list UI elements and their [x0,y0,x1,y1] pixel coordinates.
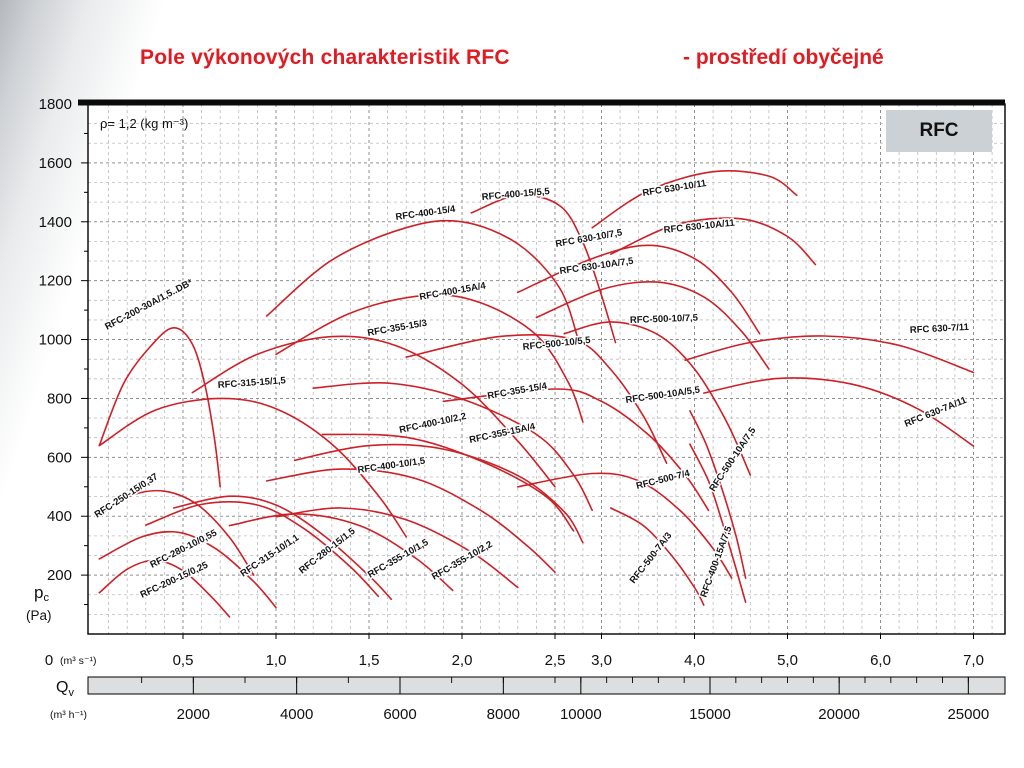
curve-RFC-500-10A/5,5 [442,388,710,512]
curve-RFC-355-10/1,5 [228,513,454,592]
x-tick-label-m3s: 0,5 [173,652,194,669]
plot-top-bar [78,99,1005,106]
rfc-series-badge: RFC [886,110,992,152]
curve-RFC-400-15A/7,5 [689,443,747,603]
curve-RFC 630-7A/11 [703,377,975,447]
x-tick-label-m3s: 4,0 [684,652,705,669]
curve-RFC-315-15/1,5 [98,397,407,538]
y-axis-title: pc [34,583,49,604]
x-tick-label-m3h: 6000 [383,706,416,723]
curve-RFC-400-15/5,5 [470,194,617,344]
curve-RFC-200-15/0,25 [98,559,231,618]
x-tick-label-m3h: 25000 [947,706,989,723]
curve-RFC-280-15/1,5 [172,495,393,601]
y-tick-label: 1800 [39,96,72,113]
y-axis-unit: (Pa) [26,608,52,623]
curve-RFC-355-15A/4 [321,433,575,532]
x-tick-label-m3h: 8000 [487,706,520,723]
curve-RFC 630-10/11 [591,170,798,229]
curve-RFC 630-7/11 [684,335,975,374]
curve-RFC-355-10/2,2 [275,507,519,589]
curve-RFC-400-15A/4 [275,294,584,423]
curve-RFC-500-10/7,5 [563,321,752,476]
y-tick-label: 1200 [39,273,72,290]
grid [88,104,1005,634]
air-density-label: ρ= 1,2 (kg m⁻³) [100,116,189,131]
qv-axis-title: Qv [56,679,74,699]
curve-RFC-355-15/3 [191,335,556,488]
curve-RFC-500-7A/3 [610,507,705,606]
curve-RFC-500-10/5,5 [405,334,668,464]
x-tick-label-m3s: 1,0 [266,652,287,669]
x-tick-label-m3h: 20000 [818,706,860,723]
curve-RFC-280-10/0,55 [98,530,277,609]
curve-RFC 630-10A/7,5 [535,281,770,370]
x-tick-label-m3s: 5,0 [777,652,798,669]
x-axis-unit-m3h: (m³ h⁻¹) [50,709,87,721]
y-tick-label: 800 [47,390,72,407]
x-tick-label-m3s: 2,5 [545,652,566,669]
page-title: Pole výkonových charakteristik RFC [140,46,510,69]
x-tick-label-m3s: 7,0 [963,652,984,669]
y-tick-label: 600 [47,449,72,466]
x-tick-label-m3s: 6,0 [870,652,891,669]
curve-label: RFC 630-7/11 [910,322,970,336]
y-tick-label: 1600 [39,155,72,172]
curve-RFC 630-10A/11 [610,217,817,266]
curve-RFC-200-30A/1,5..DB* [98,326,221,488]
x-tick-label-m3h: 2000 [177,706,210,723]
y-tick-label: 200 [47,567,72,584]
page-subtitle: - prostředí obyčejné [683,46,884,69]
x-tick-label-m3s: 2,0 [452,652,473,669]
fan-curves [96,170,975,618]
x-zero-label: 0 [45,652,53,669]
curve-RFC-500-10A/7,5 [689,410,747,579]
x-axis-unit-m3s: (m³ s⁻¹) [60,655,96,667]
y-tick-label: 1400 [39,214,72,231]
curve-RFC-400-15/4 [265,219,580,341]
x-tick-label-m3s: 3,0 [591,652,612,669]
x-tick-label-m3h: 10000 [560,706,602,723]
y-tick-label: 400 [47,508,72,525]
curve-label: RFC-500-10/7,5 [630,313,699,326]
curve-RFC-500-7/4 [517,472,733,579]
x-tick-label-m3s: 1,5 [359,652,380,669]
y-tick-label: 1000 [39,332,72,349]
x-axis-m3h-strip: 2000 4000 6000 8000 10000 15000 20000 25000 Qv (m… [50,676,1006,723]
x-axis-m3s: 0 (m³ s⁻¹) 0,5 1,0 1,5 2,0 2,5 3,0 4,0 5,0 6,0 7,0 [45,634,984,669]
curve-RFC-400-10/1,5 [265,468,556,573]
plot-area [88,104,1005,634]
curve-RFC 630-10/7,5 [517,244,761,335]
x-tick-label-m3h: 15000 [689,706,731,723]
curve-RFC-250-15/0,37 [96,489,255,576]
x-tick-label-m3h: 4000 [280,706,313,723]
